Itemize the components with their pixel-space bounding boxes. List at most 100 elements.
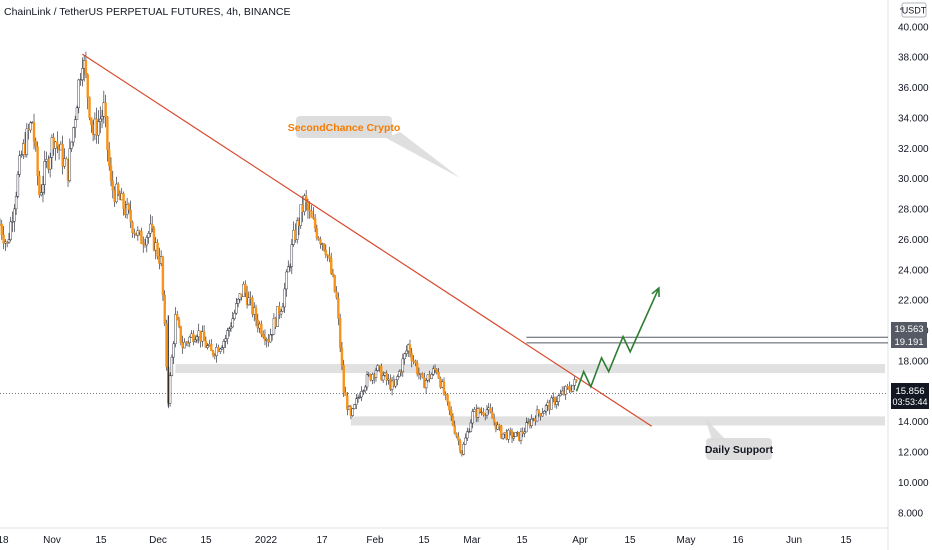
candle-body — [457, 436, 460, 441]
trendline[interactable] — [82, 53, 653, 427]
price-tick-label: 8.000 — [898, 508, 923, 519]
candle-body — [523, 431, 526, 434]
candle-body — [41, 184, 45, 193]
currency-badge[interactable] — [901, 2, 927, 18]
current-price-box — [891, 383, 929, 409]
time-tick-label: Dec — [149, 535, 167, 546]
candle-body — [340, 347, 344, 366]
candle-body — [233, 312, 236, 319]
candle-body — [140, 231, 143, 244]
candle-body — [319, 239, 322, 245]
price-tick-label: 30.000 — [898, 174, 929, 185]
level-label-2-text: 19.191 — [894, 337, 923, 348]
time-tick-label: Feb — [366, 535, 384, 546]
candle-body — [543, 411, 546, 414]
candle-body — [168, 375, 172, 404]
candle-body — [337, 297, 340, 319]
candle-body — [498, 424, 501, 427]
candle-body — [100, 116, 104, 120]
price-tick-label: 10.000 — [898, 478, 929, 489]
candle-body — [174, 314, 177, 345]
candle-body — [84, 60, 88, 75]
candle-body — [142, 243, 145, 245]
chart-title: ChainLink / TetherUS PERPETUAL FUTURES, … — [4, 6, 291, 18]
candle-body — [38, 175, 41, 196]
candle-body — [236, 299, 240, 304]
time-axis[interactable]: 18 Nov 15 Dec 15 2022 17 Feb 15 Mar 15 Apr 15 May 16 Ju… — [0, 535, 852, 546]
candle-body — [408, 344, 412, 354]
brand-callout[interactable]: SecondChance Crypto — [288, 116, 460, 178]
candle-body — [338, 318, 342, 349]
candle-body — [172, 343, 175, 358]
candle-body — [535, 409, 539, 422]
candle-body — [14, 196, 18, 210]
candle-body — [462, 444, 465, 455]
candle-body — [360, 391, 363, 398]
candle-body — [432, 368, 435, 375]
time-tick-label: Mar — [463, 535, 481, 546]
time-tick-label: 15 — [95, 535, 107, 546]
candle-body — [324, 249, 328, 256]
candle-body — [219, 348, 222, 352]
candle-body — [152, 227, 156, 251]
support-callout[interactable]: Daily Support — [705, 418, 774, 460]
candle-body — [0, 224, 3, 235]
candle-body — [163, 294, 166, 324]
support-zone[interactable] — [350, 416, 886, 426]
price-axis[interactable]: 8.00010.00012.00014.00016.00018.00020.00… — [898, 22, 929, 519]
candle-body — [308, 209, 311, 212]
candle-body — [437, 371, 440, 379]
candle-body — [541, 412, 544, 417]
time-tick-label: May — [677, 535, 696, 546]
candle-body — [356, 397, 360, 399]
candle-body — [410, 353, 413, 362]
brand-callout-box — [296, 116, 392, 138]
candle-body — [2, 234, 5, 244]
current-price-text: 15.856 — [895, 386, 924, 397]
candle-body — [509, 430, 512, 432]
candle-body — [453, 424, 456, 434]
candle-body — [131, 221, 134, 233]
projection-path[interactable] — [575, 287, 660, 392]
candle-body — [295, 220, 299, 240]
candle-body — [564, 386, 567, 395]
candle-body — [315, 228, 319, 239]
candle-body — [7, 239, 11, 243]
candle-body — [317, 237, 320, 240]
candle-body — [279, 310, 283, 315]
candle-body — [283, 288, 286, 308]
candle-body — [170, 356, 174, 376]
candle-body — [13, 208, 16, 222]
candle-body — [127, 204, 131, 210]
candle-body — [75, 107, 79, 120]
candle-body — [374, 370, 378, 378]
price-tick-label: 14.000 — [898, 417, 929, 428]
candle-body — [210, 343, 213, 351]
candle-body — [451, 415, 455, 426]
candle-body — [335, 291, 338, 299]
candle-body — [229, 326, 233, 329]
candle-body — [491, 412, 494, 419]
candle-body — [575, 379, 578, 382]
brand-callout-label: SecondChance Crypto — [288, 122, 401, 134]
candle-body — [405, 350, 408, 354]
candle-body — [195, 336, 199, 341]
candle-body — [97, 121, 100, 136]
candle-body — [156, 242, 159, 257]
projection-layer[interactable] — [575, 286, 660, 392]
level-label-1: 19.563 — [891, 322, 927, 335]
candle-body — [226, 330, 229, 339]
candle-body — [290, 244, 294, 267]
candle-body — [353, 404, 356, 409]
price-tick-label: 40.000 — [898, 22, 929, 33]
resistance-zone[interactable] — [175, 363, 886, 374]
candle-body — [568, 386, 571, 391]
candle-body — [476, 408, 480, 418]
level-label-1-box — [891, 322, 927, 335]
time-tick-label: 15 — [516, 535, 528, 546]
candle-body — [313, 218, 317, 229]
candle-body — [177, 319, 181, 327]
candle-body — [326, 254, 329, 256]
price-tick-label: 12.000 — [898, 448, 929, 459]
